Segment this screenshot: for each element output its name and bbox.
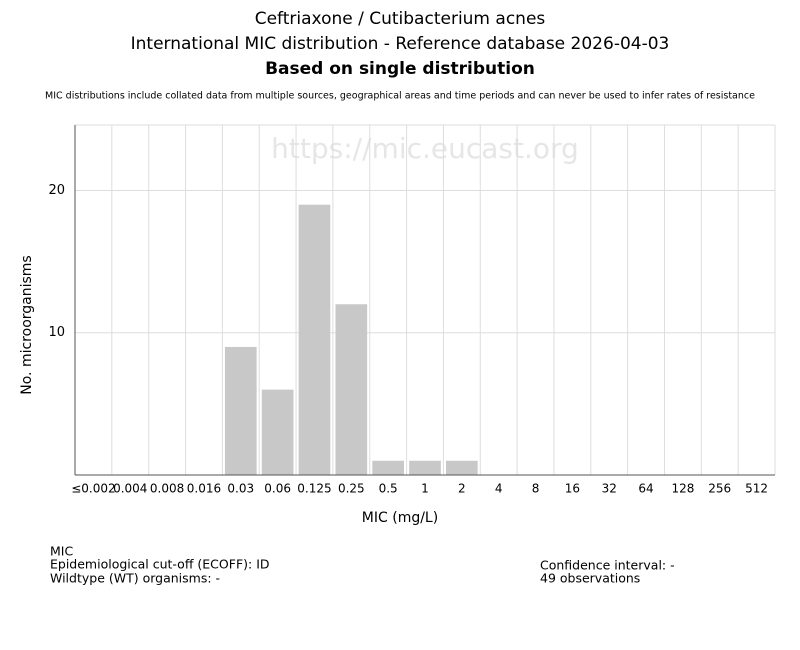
x-tick-label: 0.016 <box>187 482 221 496</box>
y-axis-label: No. microorganisms <box>19 255 35 394</box>
x-tick-label: 4 <box>495 482 503 496</box>
bar <box>446 460 478 475</box>
bar <box>224 346 257 475</box>
footer-text: Confidence interval: - <box>540 558 675 573</box>
x-tick-label: 64 <box>638 482 653 496</box>
x-tick-label: 0.25 <box>338 482 365 496</box>
chart-note: MIC distributions include collated data … <box>45 91 755 102</box>
chart-subtitle: International MIC distribution - Referen… <box>131 34 670 54</box>
chart-subtitle: Based on single distribution <box>265 59 535 79</box>
x-tick-label: 128 <box>671 482 694 496</box>
x-axis-label: MIC (mg/L) <box>362 510 438 526</box>
x-tick-label: 0.06 <box>264 482 291 496</box>
footer-text: Wildtype (WT) organisms: - <box>50 571 220 586</box>
x-tick-label: 0.125 <box>297 482 331 496</box>
chart-title: Ceftriaxone / Cutibacterium acnes <box>255 9 546 29</box>
y-tick-label: 20 <box>48 183 65 198</box>
x-tick-label: 0.008 <box>150 482 184 496</box>
footer-text: Epidemiological cut-off (ECOFF): ID <box>50 557 270 572</box>
x-tick-label: 8 <box>532 482 540 496</box>
footer-text: MIC <box>50 544 73 559</box>
bar <box>298 204 331 475</box>
x-tick-label: 0.03 <box>227 482 254 496</box>
bar <box>261 389 294 475</box>
y-tick-label: 10 <box>48 325 65 340</box>
x-tick-label: 256 <box>708 482 731 496</box>
x-tick-label: 16 <box>565 482 580 496</box>
x-tick-label: 0.5 <box>379 482 398 496</box>
x-tick-label: 512 <box>745 482 768 496</box>
x-tick-label: 2 <box>458 482 466 496</box>
bar <box>372 460 404 475</box>
x-tick-label: 0.004 <box>113 482 147 496</box>
x-tick-label: ≤0.002 <box>71 482 115 496</box>
footer-text: 49 observations <box>540 571 640 586</box>
x-tick-label: 32 <box>602 482 617 496</box>
x-tick-label: 1 <box>421 482 429 496</box>
watermark: https://mic.eucast.org <box>271 132 579 165</box>
bar <box>335 304 368 475</box>
bar <box>409 460 441 475</box>
